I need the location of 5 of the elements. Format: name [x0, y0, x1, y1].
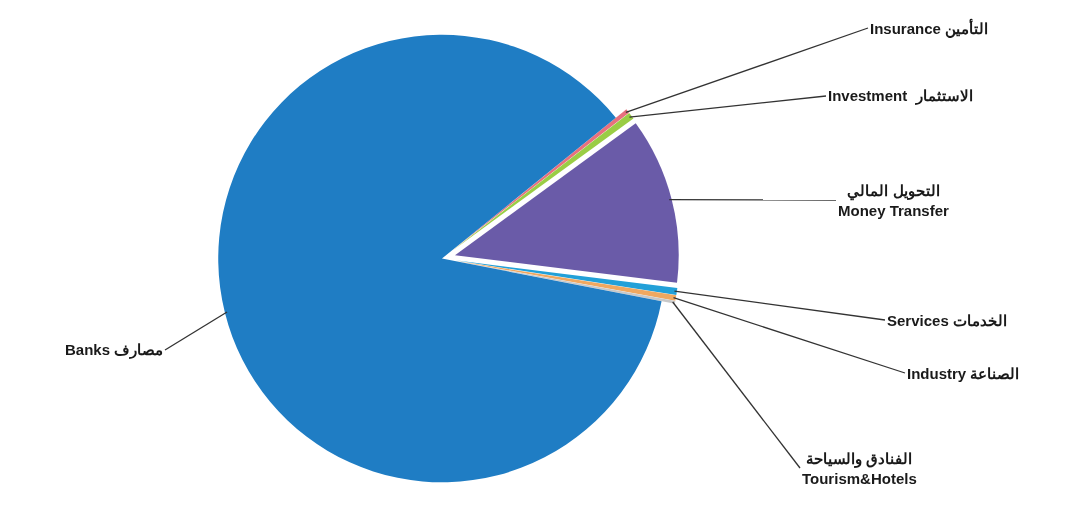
slice-label: Industry الصناعة	[907, 365, 1020, 382]
slice-label: Banks مصارف	[65, 341, 164, 359]
slice-label: Investment الاستثمار	[828, 87, 973, 105]
slice-label: Services الخدمات	[887, 312, 1007, 329]
slice-label: Insurance التأمين	[870, 18, 989, 38]
